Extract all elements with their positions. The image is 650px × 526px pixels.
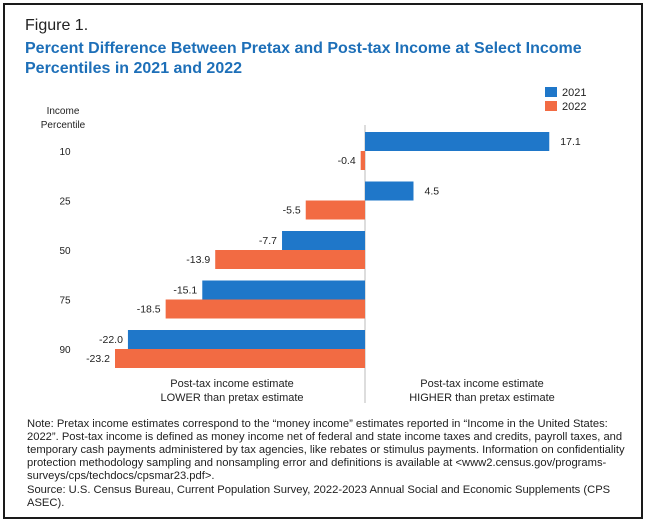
category-label: 10 <box>59 147 71 158</box>
category-label: 90 <box>59 345 71 356</box>
legend-label-2021: 2021 <box>562 87 586 99</box>
bar-2021-p90 <box>127 330 366 349</box>
category-label: 75 <box>59 296 71 307</box>
data-label-2022-p50: -13.9 <box>186 254 210 266</box>
annotation-left: Post-tax income estimate LOWER than pret… <box>160 378 303 404</box>
legend: 2021 2022 <box>545 87 586 113</box>
row-header-line-1: Income <box>47 106 80 117</box>
category-label: 50 <box>59 246 71 257</box>
data-label-2021-p25: 4.5 <box>424 186 439 198</box>
chart-source: Source: U.S. Census Bureau, Current Popu… <box>27 484 611 509</box>
data-label-2021-p50: -7.7 <box>259 235 277 247</box>
annotation-left-line-2: LOWER than pretax estimate <box>160 392 303 404</box>
bar-2022-p10 <box>360 151 365 170</box>
figure-label: Figure 1. <box>25 17 89 34</box>
bar-2022-p75 <box>165 299 365 319</box>
data-label-2021-p90: -22.0 <box>99 334 123 346</box>
bar-2021-p50 <box>282 231 365 250</box>
bar-2021-p10 <box>365 132 550 151</box>
bar-2022-p90 <box>115 349 365 368</box>
data-label-2022-p10: -0.4 <box>338 155 356 167</box>
bar-2022-p50 <box>215 250 365 269</box>
data-label-2022-p90: -23.2 <box>86 353 110 365</box>
legend-swatch-2022 <box>545 101 557 111</box>
data-label-2022-p25: -5.5 <box>283 205 301 217</box>
figure-frame: Figure 1. Percent Difference Between Pre… <box>3 3 643 519</box>
bars-group: 10 17.1 -0.4 25 4.5 -5.5 50 -7.7 -13.9 75 -15.1 -18… <box>59 132 581 368</box>
row-header-line-2: Percentile <box>41 120 86 131</box>
bar-chart: 2021 2022 Income Percentile 10 17.1 -0.4 25… <box>41 87 586 404</box>
category-label: 25 <box>59 197 71 208</box>
row-header: Income Percentile <box>41 106 86 131</box>
bar-2021-p75 <box>202 280 365 300</box>
bar-2022-p25 <box>305 200 365 220</box>
legend-swatch-2021 <box>545 87 557 97</box>
chart-note: Note: Pretax income estimates correspond… <box>27 418 625 482</box>
legend-label-2022: 2022 <box>562 101 586 113</box>
chart-title: Percent Difference Between Pretax and Po… <box>25 40 582 77</box>
data-label-2022-p75: -18.5 <box>137 304 161 316</box>
data-label-2021-p10: 17.1 <box>560 136 581 148</box>
data-label-2021-p75: -15.1 <box>173 285 197 297</box>
bar-2021-p25 <box>365 181 414 201</box>
annotation-left-line-1: Post-tax income estimate <box>170 378 294 390</box>
annotation-right: Post-tax income estimate HIGHER than pre… <box>409 378 555 404</box>
annotation-right-line-2: HIGHER than pretax estimate <box>409 392 555 404</box>
annotation-right-line-1: Post-tax income estimate <box>420 378 544 390</box>
